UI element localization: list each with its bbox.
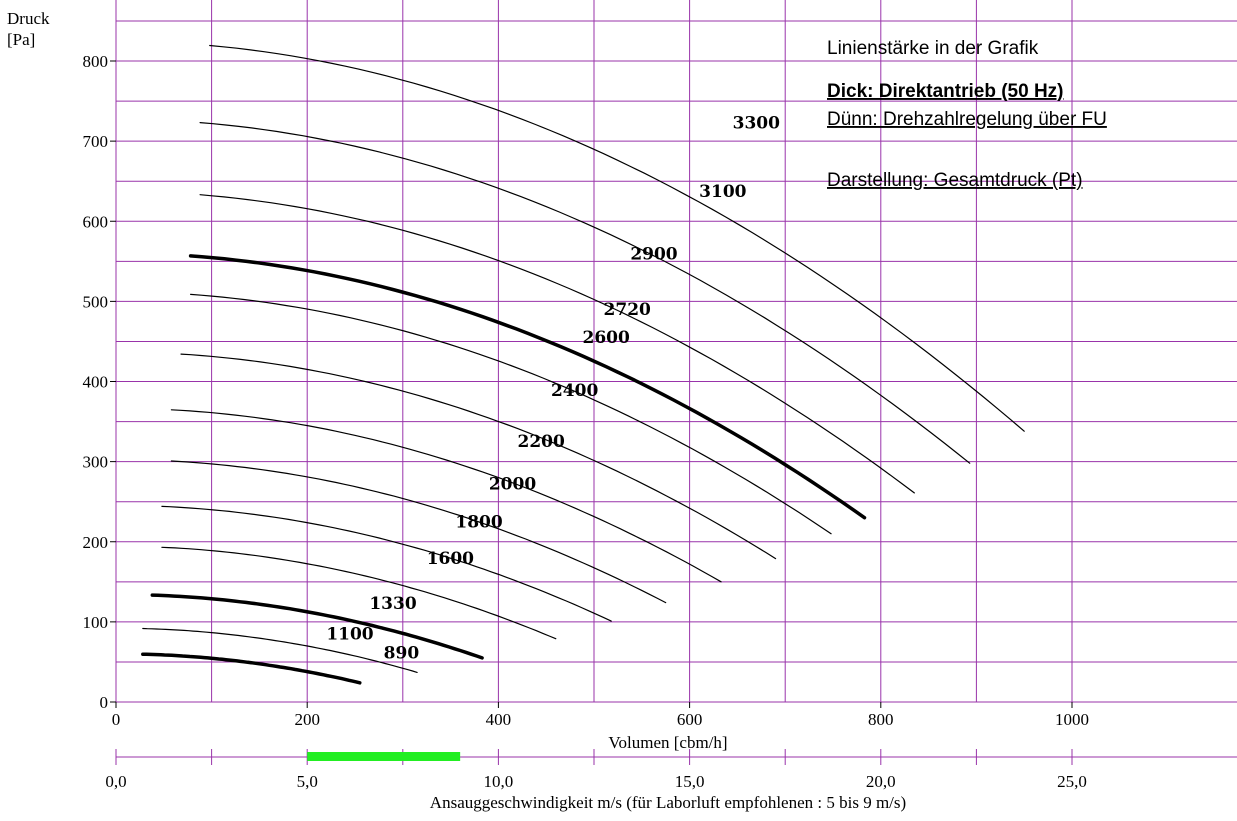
x-tick-label: 200: [294, 710, 320, 729]
series-curves: [141, 44, 1025, 685]
x-tick-label: 1000: [1055, 710, 1089, 729]
legend-display: Darstellung: Gesamtdruck (Pt): [827, 170, 1083, 191]
grid: [116, 0, 1237, 702]
x2-axis-label: Ansauggeschwindigkeit m/s (für Laborluft…: [430, 793, 906, 812]
axes: 0 100 200 300 400 500 600 700 800 0 200 400 600 800 10…: [83, 0, 1237, 791]
y-tick-label: 500: [83, 292, 109, 311]
x2-tick-label: 0,0: [105, 772, 126, 791]
y-axis-label-line1: Druck: [7, 9, 50, 28]
curve-label-2900: 2900: [630, 245, 677, 265]
x-tick-label: 400: [486, 710, 512, 729]
x-tick-label: 0: [112, 710, 121, 729]
curve-label-890: 890: [384, 644, 420, 664]
legend: Linienstärke in der Grafik Dick: Direkta…: [827, 38, 1107, 191]
y-axis-label-line2: [Pa]: [7, 30, 35, 49]
curve-label-1800: 1800: [455, 512, 502, 532]
curve-3100: [199, 121, 971, 464]
curve-2900: [199, 194, 915, 494]
curve-label-2720: 2720: [604, 300, 651, 320]
y-tick-label: 200: [83, 533, 109, 552]
curve-1330: [150, 593, 484, 660]
y-tick-label: 100: [83, 613, 109, 632]
x2-tick-label: 20,0: [866, 772, 896, 791]
legend-thin: Dünn: Drehzahlregelung über FU: [827, 109, 1107, 130]
curve-1100: [142, 627, 418, 674]
x-tick-label: 600: [677, 710, 703, 729]
x-axis-label: Volumen [cbm/h]: [608, 733, 727, 752]
curve-3300: [209, 44, 1025, 432]
x-tick-label: 800: [868, 710, 894, 729]
x2-tick-label: 5,0: [297, 772, 318, 791]
curve-2200: [170, 409, 722, 583]
curve-label-3300: 3300: [733, 113, 780, 133]
curve-2600: [190, 293, 832, 535]
curve-2000: [170, 460, 667, 604]
x2-tick-label: 25,0: [1057, 772, 1087, 791]
legend-thick: Dick: Direktantrieb (50 Hz): [827, 81, 1064, 102]
series-labels: 890 1100 1330 1600 1800 2000 2200 2400 2600 2720 2…: [326, 113, 780, 663]
curve-label-1100: 1100: [326, 625, 373, 645]
curve-1800: [161, 505, 612, 622]
curve-label-2400: 2400: [551, 381, 598, 401]
y-tick-label: 300: [83, 453, 109, 472]
curve-label-3100: 3100: [699, 182, 746, 202]
curve-label-2600: 2600: [583, 328, 630, 348]
x2-tick-label: 10,0: [484, 772, 514, 791]
curve-label-2000: 2000: [489, 475, 536, 495]
y-tick-label: 800: [83, 52, 109, 71]
y-tick-label: 400: [83, 373, 109, 392]
y-tick-label: 700: [83, 132, 109, 151]
y-tick-label: 0: [100, 693, 109, 712]
curve-1600: [161, 546, 557, 640]
x2-tick-label: 15,0: [675, 772, 705, 791]
curve-2720: [188, 254, 867, 520]
recommended-velocity-bar: [307, 752, 461, 761]
curve-890: [141, 652, 362, 685]
curve-2400: [180, 353, 777, 560]
legend-title: Linienstärke in der Grafik: [827, 38, 1039, 59]
curve-label-1600: 1600: [427, 549, 474, 569]
y-tick-label: 600: [83, 212, 109, 231]
curve-label-1330: 1330: [369, 594, 416, 614]
curve-label-2200: 2200: [518, 432, 565, 452]
